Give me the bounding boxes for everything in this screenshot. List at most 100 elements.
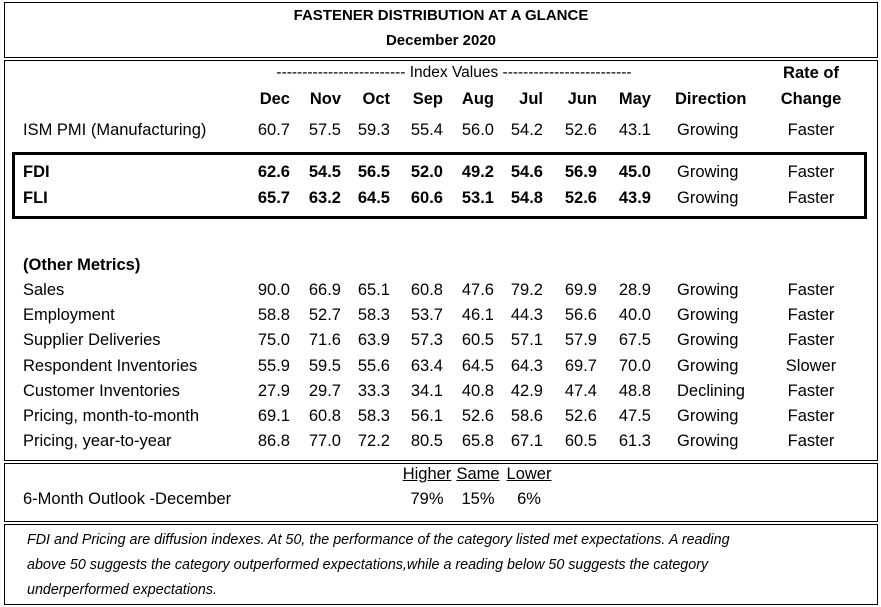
other-metrics-label: (Other Metrics): [23, 256, 141, 274]
metric-row-direction: Growing: [677, 432, 739, 451]
metric-row-value: 72.2: [357, 432, 390, 451]
metric-row-value: 66.9: [308, 281, 341, 299]
outlook-value: 6%: [517, 490, 541, 508]
metric-row-value: 56.1: [410, 407, 443, 425]
rate-of-label: Rate of: [783, 64, 839, 82]
fdi-row-value: 45.0: [618, 163, 651, 181]
metric-row-value: 58.3: [357, 407, 390, 425]
fli-row-value: 60.6: [410, 189, 443, 207]
fdi-row-value: 49.2: [461, 163, 494, 181]
metric-row-value: 77.0: [308, 432, 341, 451]
metric-row-value: 46.1: [461, 306, 494, 325]
change-header: Change: [780, 90, 842, 108]
metric-row-value: 64.5: [461, 356, 494, 375]
outlook-header-lower: Lower: [506, 465, 552, 483]
metric-row-value: 33.3: [357, 381, 390, 400]
title-box: FASTENER DISTRIBUTION AT A GLANCE Decemb…: [4, 2, 878, 58]
metric-row-value: 47.5: [618, 407, 651, 425]
metric-row-value: 57.3: [410, 331, 443, 350]
metric-row-value: 29.7: [308, 381, 341, 400]
ism-row-rate: Faster: [787, 121, 835, 139]
metric-row-direction: Growing: [677, 407, 739, 425]
fli-row-value: 54.8: [510, 189, 543, 207]
metric-row-direction: Growing: [677, 356, 739, 375]
fli-row-value: 43.9: [618, 189, 651, 207]
metric-row-value: 58.8: [257, 306, 290, 325]
metric-row-value: 69.9: [564, 281, 597, 299]
metric-row-rate: Faster: [787, 407, 835, 425]
metric-row-value: 52.6: [461, 407, 494, 425]
outlook-box: [4, 463, 878, 522]
metric-row-value: 60.5: [461, 331, 494, 350]
ism-row-value: 60.7: [257, 121, 290, 139]
footnote-line: FDI and Pricing are diffusion indexes. A…: [27, 532, 730, 548]
metric-row-value: 40.0: [618, 306, 651, 325]
metric-row-rate: Faster: [787, 306, 835, 325]
metric-row-rate: Faster: [787, 432, 835, 451]
metric-row-value: 80.5: [410, 432, 443, 451]
metric-row-label: Respondent Inventories: [23, 356, 198, 375]
metric-row-value: 63.9: [357, 331, 390, 350]
fdi-row-value: 56.9: [564, 163, 597, 181]
outlook-header-higher: Higher: [402, 465, 452, 483]
metric-row-value: 65.1: [357, 281, 390, 299]
fli-row-direction: Growing: [677, 189, 739, 207]
metric-row-value: 67.1: [510, 432, 543, 451]
metric-row-value: 86.8: [257, 432, 290, 451]
fli-row-value: 52.6: [564, 189, 597, 207]
fdi-row-value: 54.6: [510, 163, 543, 181]
ism-row-value: 55.4: [410, 121, 443, 139]
metric-row-rate: Faster: [787, 331, 835, 350]
metric-row-direction: Growing: [677, 306, 739, 325]
metric-row-value: 59.5: [308, 356, 341, 375]
metric-row-value: 71.6: [308, 331, 341, 350]
metric-row-value: 47.6: [461, 281, 494, 299]
metric-row-value: 65.8: [461, 432, 494, 451]
metric-row-value: 60.5: [564, 432, 597, 451]
page-subtitle: December 2020: [385, 32, 497, 49]
metric-row-value: 40.8: [461, 381, 494, 400]
metric-row-label: Supplier Deliveries: [23, 331, 161, 350]
ism-row-value: 57.5: [308, 121, 341, 139]
metric-row-label: Customer Inventories: [23, 381, 180, 400]
metric-row-value: 58.3: [357, 306, 390, 325]
column-header-sep: Sep: [412, 90, 443, 108]
ism-row-value: 56.0: [461, 121, 494, 139]
outlook-label: 6-Month Outlook -December: [23, 490, 232, 508]
fli-row-value: 64.5: [357, 189, 390, 207]
metric-row-rate: Faster: [787, 281, 835, 299]
fli-row-value: 53.1: [461, 189, 494, 207]
column-header-oct: Oct: [362, 90, 390, 108]
outlook-header-same: Same: [456, 465, 500, 483]
metric-row-label: Sales: [23, 281, 65, 299]
metric-row-label: Pricing, month-to-month: [23, 407, 200, 425]
ism-row-label: ISM PMI (Manufacturing): [23, 121, 207, 139]
metric-row-value: 79.2: [510, 281, 543, 299]
fli-row-rate: Faster: [787, 189, 835, 207]
metric-row-value: 69.1: [257, 407, 290, 425]
metric-row-value: 55.9: [257, 356, 290, 375]
metric-row-value: 42.9: [510, 381, 543, 400]
fli-row-value: 65.7: [257, 189, 290, 207]
fdi-row-value: 54.5: [308, 163, 341, 181]
ism-row-value: 43.1: [618, 121, 651, 139]
footnote-line: underperformed expectations.: [27, 582, 217, 598]
footnote-line: above 50 suggests the category outperfor…: [27, 557, 709, 573]
index-table: [4, 60, 878, 461]
metric-row-value: 52.6: [564, 407, 597, 425]
outlook-value: 15%: [461, 490, 495, 508]
metric-row-rate: Faster: [787, 381, 835, 400]
column-header-nov: Nov: [309, 90, 341, 108]
metric-row-direction: Growing: [677, 331, 739, 350]
metric-row-value: 56.6: [564, 306, 597, 325]
metric-row-value: 58.6: [510, 407, 543, 425]
fdi-row-value: 52.0: [410, 163, 443, 181]
column-header-jun: Jun: [567, 90, 597, 108]
metric-row-value: 48.8: [618, 381, 651, 400]
fdi-row-label: FDI: [23, 163, 50, 181]
metric-row-value: 60.8: [308, 407, 341, 425]
page-title: FASTENER DISTRIBUTION AT A GLANCE: [293, 7, 589, 24]
metric-row-value: 67.5: [618, 331, 651, 350]
metric-row-value: 55.6: [357, 356, 390, 375]
metric-row-rate: Slower: [785, 356, 837, 375]
